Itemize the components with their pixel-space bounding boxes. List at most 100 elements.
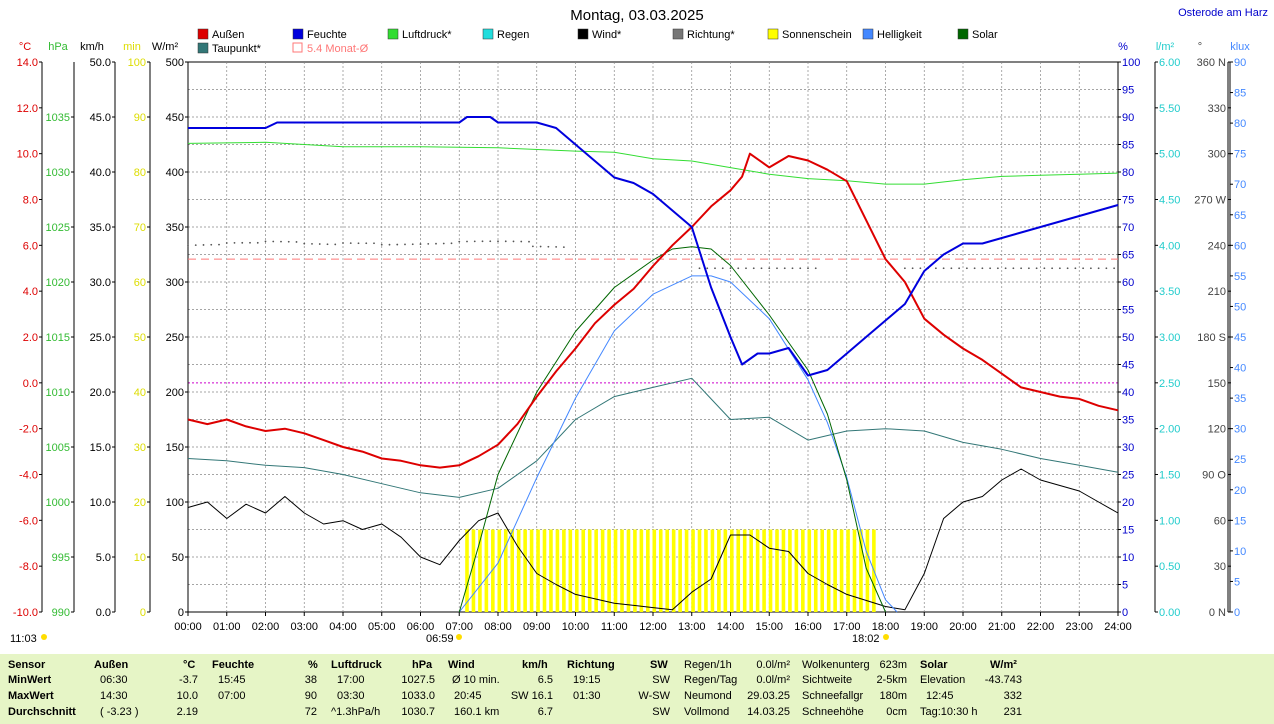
sunshine-bar bbox=[574, 529, 579, 612]
lux-tick-label: 45 bbox=[1234, 332, 1246, 344]
direction-dot bbox=[1051, 267, 1054, 270]
time-tick-label: 11:00 bbox=[601, 621, 628, 633]
sunshine-bar bbox=[768, 529, 773, 612]
series-line-solar bbox=[458, 246, 886, 613]
time-tick-label: 17:00 bbox=[833, 621, 861, 633]
series-line-auen bbox=[187, 152, 1119, 469]
temp-tick-label: 4.0 bbox=[23, 286, 38, 298]
direction-dot bbox=[1058, 267, 1061, 270]
lux-tick-label: 25 bbox=[1234, 454, 1246, 466]
wind-tick-label: 25.0 bbox=[90, 332, 111, 344]
feuchte-avg: 72 bbox=[304, 706, 317, 718]
direction-dot bbox=[1074, 267, 1077, 270]
direction-dot bbox=[776, 267, 778, 270]
sun-tick-label: 20 bbox=[134, 497, 146, 509]
time-tick-label: 00:00 bbox=[174, 621, 202, 633]
sunshine-bar bbox=[697, 529, 702, 612]
feuchte-min: 38 bbox=[304, 674, 317, 686]
legend-label: Feuchte bbox=[307, 29, 347, 41]
press-tick-label: 995 bbox=[52, 552, 70, 564]
sunshine-bar bbox=[600, 529, 605, 612]
rain-tick-label: 1.50 bbox=[1159, 470, 1180, 482]
direction-dot bbox=[547, 245, 550, 248]
sunshine-bar bbox=[633, 529, 637, 612]
richtung-max: W-SW bbox=[638, 690, 670, 702]
time-tick-label: 23:00 bbox=[1065, 621, 1093, 633]
direction-dot bbox=[233, 241, 236, 244]
sunshine-bar bbox=[529, 529, 534, 612]
solar-tick-label: 300 bbox=[166, 277, 184, 289]
sunshine-bar bbox=[749, 529, 753, 612]
temp-tick-label: -4.0 bbox=[19, 470, 38, 482]
direction-dot bbox=[752, 267, 755, 270]
direction-dot bbox=[981, 267, 984, 270]
solar-tick-label: 400 bbox=[166, 167, 184, 179]
rain-tick-label: 1.00 bbox=[1159, 515, 1180, 527]
rain-tick-label: 5.50 bbox=[1159, 103, 1180, 115]
dir-unit: ° bbox=[1198, 41, 1202, 53]
aussen-max-time: 14:30 bbox=[100, 690, 128, 702]
sunshine-bar bbox=[852, 529, 857, 612]
moonrise-label: 11:03 bbox=[10, 633, 37, 645]
sunshine-bar bbox=[684, 529, 689, 612]
rain-tick-label: 6.00 bbox=[1159, 57, 1180, 69]
sichtweite-value: 2-5km bbox=[876, 674, 907, 686]
elevation-value: -43.743 bbox=[984, 674, 1022, 686]
sunshine-bar bbox=[820, 529, 825, 612]
sunshine-bar bbox=[762, 529, 766, 612]
press-tick-label: 1035 bbox=[46, 112, 70, 124]
neumond-label: Neumond bbox=[684, 690, 732, 702]
regentag-label: Regen/Tag bbox=[684, 674, 738, 686]
rain-tick-label: 5.00 bbox=[1159, 149, 1180, 161]
direction-dot bbox=[531, 245, 534, 248]
direction-dot bbox=[388, 243, 391, 246]
wind-avg: 6.7 bbox=[537, 706, 553, 718]
hum-tick-label: 30 bbox=[1122, 442, 1134, 454]
solar-tick-label: 100 bbox=[166, 497, 184, 509]
direction-dot bbox=[411, 243, 414, 246]
location-label: Osterode am Harz bbox=[1178, 7, 1268, 19]
press-tick-label: 1030 bbox=[46, 167, 70, 179]
sunshine-bar bbox=[658, 529, 663, 612]
sunshine-bar bbox=[549, 529, 553, 612]
sunshine-bar bbox=[491, 529, 495, 612]
press-tick-label: 990 bbox=[52, 607, 70, 619]
sun-tick-label: 100 bbox=[128, 57, 146, 69]
wind-distance: 160.1 km bbox=[454, 706, 500, 718]
sunshine-bar bbox=[594, 529, 598, 612]
rain-tick-label: 2.00 bbox=[1159, 424, 1180, 436]
sunshine-bar bbox=[568, 529, 573, 612]
sunshine-bar bbox=[678, 529, 682, 612]
wind-tick-label: 50.0 bbox=[90, 57, 111, 69]
solar-unit: W/m² bbox=[990, 659, 1017, 671]
lux-tick-label: 55 bbox=[1234, 271, 1246, 283]
legend-swatch bbox=[292, 28, 304, 40]
solar-tick-label: 150 bbox=[166, 442, 184, 454]
aussen-min: -3.7 bbox=[179, 674, 198, 686]
direction-dot bbox=[1082, 267, 1085, 270]
direction-dot bbox=[287, 240, 290, 243]
sunshine-bar bbox=[710, 529, 715, 612]
lux-tick-label: 90 bbox=[1234, 57, 1246, 69]
sunshine-bar bbox=[607, 529, 611, 612]
richtung-min: SW bbox=[652, 674, 670, 686]
vollmond-label: Vollmond bbox=[684, 706, 730, 718]
solar-tick-label: 50 bbox=[172, 552, 184, 564]
dir-tick-label: 150 bbox=[1208, 378, 1226, 390]
direction-dot bbox=[210, 243, 213, 246]
legend-swatch bbox=[577, 28, 589, 40]
direction-dot bbox=[450, 242, 453, 245]
direction-dot bbox=[768, 267, 771, 270]
legend-swatch bbox=[387, 28, 399, 40]
legend-label: Richtung* bbox=[687, 29, 735, 41]
aussen-header: Außen bbox=[94, 659, 129, 671]
direction-dot bbox=[1066, 267, 1069, 270]
schneefallgr-value: 180m bbox=[879, 690, 907, 702]
time-tick-label: 06:00 bbox=[407, 621, 435, 633]
legend-swatch bbox=[957, 28, 969, 40]
dir-tick-label: 330 bbox=[1208, 103, 1226, 115]
temp-unit: °C bbox=[19, 41, 31, 53]
solar-tick-label: 450 bbox=[166, 112, 184, 124]
sunrise-icon bbox=[456, 634, 462, 640]
direction-dot bbox=[481, 240, 484, 243]
